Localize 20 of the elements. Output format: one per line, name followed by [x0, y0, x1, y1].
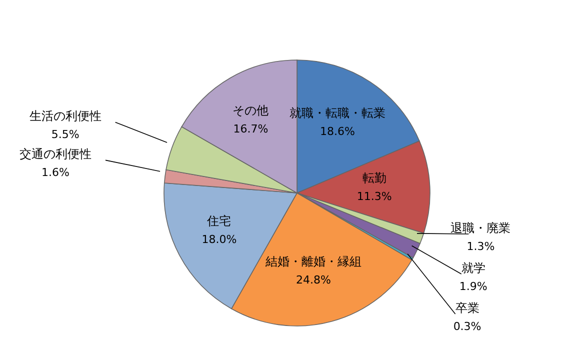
data-label: 0.3%: [453, 320, 482, 333]
slice-label: 卒業: [455, 300, 480, 315]
data-label: 18.0%: [202, 232, 237, 246]
slice-label: 就学: [461, 260, 486, 275]
data-label: 5.5%: [51, 128, 80, 142]
data-label: 11.3%: [356, 190, 392, 204]
slice-label: 住宅: [206, 214, 232, 228]
data-label: 24.8%: [296, 274, 331, 287]
slice-label: 退職・廃業: [450, 220, 511, 235]
data-label: 18.6%: [320, 125, 355, 138]
slice-label: その他: [232, 104, 269, 118]
slice-label: 就職・転職・転業: [289, 106, 386, 120]
data-label: 1.3%: [466, 240, 495, 253]
slice-label: 結婚・離婚・縁組: [264, 254, 362, 269]
slice-label: 交通の利便性: [19, 147, 92, 162]
data-label: 1.9%: [459, 280, 488, 293]
slice-label: 生活の利便性: [29, 109, 102, 124]
data-label: 1.6%: [42, 166, 70, 180]
data-label: 16.7%: [233, 122, 268, 136]
slice-label: 転勤: [362, 171, 386, 186]
